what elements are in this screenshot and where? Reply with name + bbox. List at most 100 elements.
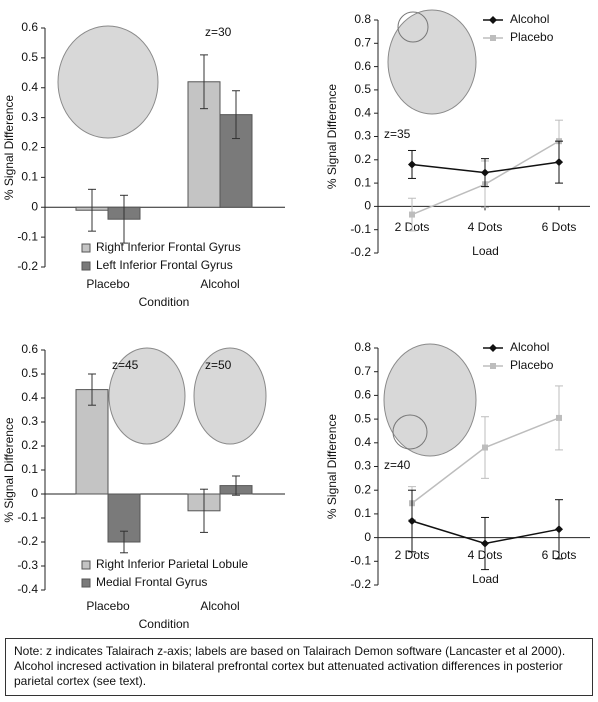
y-tick-label: 0.1: [21, 462, 38, 476]
y-tick-label: -0.1: [350, 222, 371, 236]
y-tick-label: 0.6: [354, 388, 371, 402]
legend-label: Alcohol: [510, 340, 549, 354]
y-tick-label: -0.2: [350, 577, 371, 591]
y-axis-label: % Signal Difference: [325, 84, 339, 189]
marker: [555, 525, 563, 534]
marker: [408, 517, 416, 526]
legend-label: Right Inferior Frontal Gyrus: [96, 240, 241, 254]
legend-label: Placebo: [510, 30, 554, 44]
error-bar: [88, 373, 96, 406]
legend-swatch: [81, 261, 91, 271]
error-bar: [120, 530, 128, 554]
annotation: z=40: [384, 458, 411, 472]
annotation: z=30: [205, 25, 232, 39]
y-tick-label: 0.8: [354, 12, 371, 26]
y-tick-label: -0.1: [350, 553, 371, 567]
y-tick-label: 0.3: [21, 414, 38, 428]
error-bar: [232, 475, 240, 496]
brain-image: [57, 25, 159, 139]
marker: [408, 160, 416, 169]
brain-image: [387, 9, 477, 115]
y-tick-label: 0.1: [354, 506, 371, 520]
marker: [409, 211, 415, 218]
highlight-circle: [392, 414, 428, 450]
y-tick-label: 0: [31, 486, 38, 500]
y-tick-label: 0: [364, 530, 371, 544]
x-tick-label: Alcohol: [200, 599, 239, 613]
y-tick-label: 0.7: [354, 364, 371, 378]
y-tick-label: 0.3: [354, 129, 371, 143]
bar: [75, 389, 109, 495]
x-axis-label: Load: [472, 572, 499, 586]
y-tick-label: 0.3: [354, 459, 371, 473]
x-tick-label: 2 Dots: [395, 548, 430, 562]
y-tick-label: 0.4: [354, 105, 371, 119]
annotation: z=50: [205, 358, 232, 372]
y-tick-label: 0.7: [354, 35, 371, 49]
legend-swatch: [81, 243, 91, 253]
marker: [489, 16, 497, 24]
legend-label: Right Inferior Parietal Lobule: [96, 557, 248, 571]
highlight-circle: [397, 11, 429, 43]
y-tick-label: 0.2: [21, 438, 38, 452]
y-tick-label: -0.2: [17, 259, 38, 273]
y-tick-label: -0.3: [17, 558, 38, 572]
y-tick-label: 0.1: [21, 170, 38, 184]
x-tick-label: Placebo: [86, 599, 130, 613]
y-tick-label: -0.4: [17, 582, 38, 596]
y-tick-label: 0.5: [354, 411, 371, 425]
y-tick-label: 0.6: [354, 59, 371, 73]
y-tick-label: 0.6: [21, 342, 38, 356]
x-axis-label: Condition: [139, 617, 190, 631]
marker: [481, 168, 489, 177]
annotation: z=35: [384, 127, 411, 141]
x-axis-label: Condition: [139, 295, 190, 309]
y-tick-label: 0.2: [21, 140, 38, 154]
y-axis-label: % Signal Difference: [325, 414, 339, 519]
error-bar: [200, 54, 208, 110]
y-tick-label: 0.6: [21, 20, 38, 34]
legend-swatch: [81, 578, 91, 588]
brain-images: [57, 9, 477, 457]
marker: [482, 444, 488, 451]
y-tick-label: 0.2: [354, 152, 371, 166]
y-tick-label: 0.5: [21, 50, 38, 64]
marker: [555, 158, 563, 167]
marker: [490, 35, 496, 41]
y-axis-label: % Signal Difference: [2, 95, 16, 200]
error-bar: [88, 188, 96, 232]
marker: [489, 344, 497, 352]
y-tick-label: -0.2: [350, 245, 371, 259]
y-tick-label: 0.3: [21, 110, 38, 124]
y-tick-label: -0.1: [17, 510, 38, 524]
brain-image: [383, 343, 477, 457]
y-tick-label: 0: [31, 199, 38, 213]
y-tick-label: 0.2: [354, 482, 371, 496]
y-tick-label: 0.4: [354, 435, 371, 449]
y-tick-label: 0.4: [21, 390, 38, 404]
y-axis-label: % Signal Difference: [2, 417, 16, 522]
legend-label: Left Inferior Frontal Gyrus: [96, 258, 233, 272]
brain-image: [193, 347, 267, 445]
annotation: z=45: [112, 358, 139, 372]
x-tick-label: Alcohol: [200, 277, 239, 291]
legend-swatch: [81, 560, 91, 570]
note: Note: z indicates Talairach z-axis; labe…: [5, 638, 593, 696]
marker: [481, 539, 489, 548]
y-tick-label: -0.1: [17, 229, 38, 243]
y-tick-label: 0.1: [354, 175, 371, 189]
legend-label: Alcohol: [510, 12, 549, 26]
y-tick-label: 0.5: [21, 366, 38, 380]
error-bar: [200, 488, 208, 533]
x-axis-label: Load: [472, 244, 499, 258]
x-tick-label: Placebo: [86, 277, 130, 291]
legend-label: Medial Frontal Gyrus: [96, 575, 207, 589]
figure: -0.2 -0.1 0 0.1 0.2 0.3 0.4 0.5 0.6 % Signal Diff…: [2, 9, 590, 631]
brain-image: [108, 347, 186, 445]
marker: [556, 414, 562, 421]
x-tick-label: 6 Dots: [542, 220, 577, 234]
error-bar: [120, 194, 128, 244]
x-tick-label: 4 Dots: [468, 220, 503, 234]
y-tick-label: -0.2: [17, 534, 38, 548]
legend-label: Placebo: [510, 358, 554, 372]
